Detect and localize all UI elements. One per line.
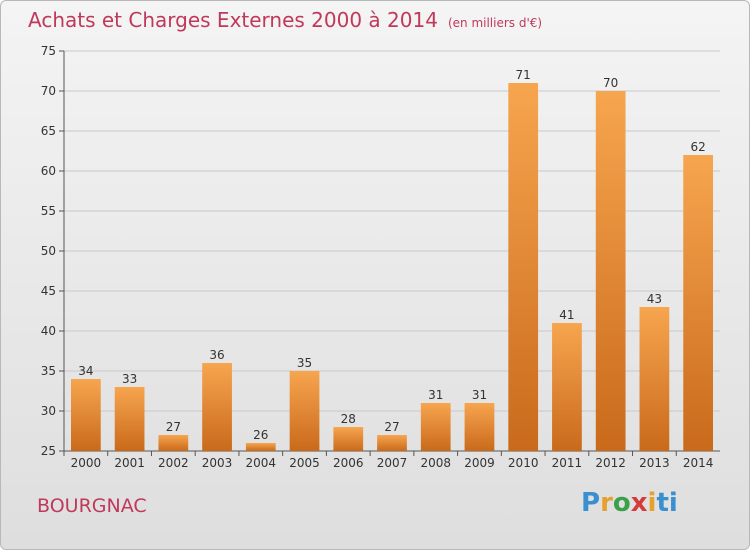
x-tick-label-2009: 2009: [464, 456, 495, 470]
chart-title: Achats et Charges Externes 2000 à 2014 (e…: [28, 8, 542, 32]
bar-2010: [508, 83, 539, 451]
bar-2005: [289, 371, 320, 451]
y-tick-label: 40: [41, 324, 56, 338]
value-label-2006: 28: [341, 412, 356, 426]
bar-2014: [683, 155, 714, 451]
x-tick-label-2004: 2004: [246, 456, 277, 470]
title-text: Achats et Charges Externes 2000 à 2014: [28, 8, 438, 32]
value-label-2014: 62: [690, 140, 705, 154]
bar-2003: [202, 363, 232, 451]
bar-2008: [420, 403, 451, 451]
x-tick-label-2002: 2002: [158, 456, 189, 470]
x-tick-label-2012: 2012: [595, 456, 626, 470]
value-label-2002: 27: [166, 420, 181, 434]
y-tick-label: 70: [41, 84, 56, 98]
x-tick-label-2006: 2006: [333, 456, 364, 470]
value-label-2001: 33: [122, 372, 137, 386]
bar-2009: [464, 403, 495, 451]
x-tick-label-2011: 2011: [552, 456, 583, 470]
value-label-2011: 41: [559, 308, 574, 322]
y-tick-label: 55: [41, 204, 56, 218]
bar-2006: [333, 427, 364, 451]
value-label-2003: 36: [209, 348, 224, 362]
x-tick-label-2005: 2005: [289, 456, 320, 470]
y-tick-label: 75: [41, 44, 56, 58]
bar-2000: [70, 379, 101, 451]
x-tick-label-2003: 2003: [202, 456, 233, 470]
y-tick-label: 35: [41, 364, 56, 378]
commune-name: BOURGNAC: [37, 495, 147, 517]
bar-2002: [158, 435, 189, 451]
y-tick-label: 45: [41, 284, 56, 298]
x-tick-label-2013: 2013: [639, 456, 670, 470]
bar-2013: [639, 307, 670, 451]
y-tick-label: 60: [41, 164, 56, 178]
value-label-2012: 70: [603, 76, 618, 90]
y-tick-label: 65: [41, 124, 56, 138]
x-tick-label-2000: 2000: [71, 456, 102, 470]
value-label-2005: 35: [297, 356, 312, 370]
y-tick-label: 25: [41, 444, 56, 458]
value-label-2007: 27: [384, 420, 399, 434]
bar-2007: [377, 435, 407, 451]
value-label-2013: 43: [647, 292, 662, 306]
proxiti-logo: Proxiti: [581, 488, 678, 518]
x-tick-label-2001: 2001: [114, 456, 145, 470]
x-tick-label-2014: 2014: [683, 456, 714, 470]
bar-2001: [114, 387, 145, 451]
value-label-2004: 26: [253, 428, 268, 442]
y-tick-label: 30: [41, 404, 56, 418]
x-tick-label-2010: 2010: [508, 456, 539, 470]
value-label-2008: 31: [428, 388, 443, 402]
bar-2011: [552, 323, 582, 451]
bar-2012: [595, 91, 626, 451]
value-label-2009: 31: [472, 388, 487, 402]
x-tick-label-2008: 2008: [420, 456, 451, 470]
value-label-2000: 34: [78, 364, 93, 378]
y-tick-label: 50: [41, 244, 56, 258]
x-tick-label-2007: 2007: [377, 456, 408, 470]
value-label-2010: 71: [516, 68, 531, 82]
bar-2004: [245, 443, 276, 451]
chart-subtitle: (en milliers d'€): [447, 16, 543, 30]
